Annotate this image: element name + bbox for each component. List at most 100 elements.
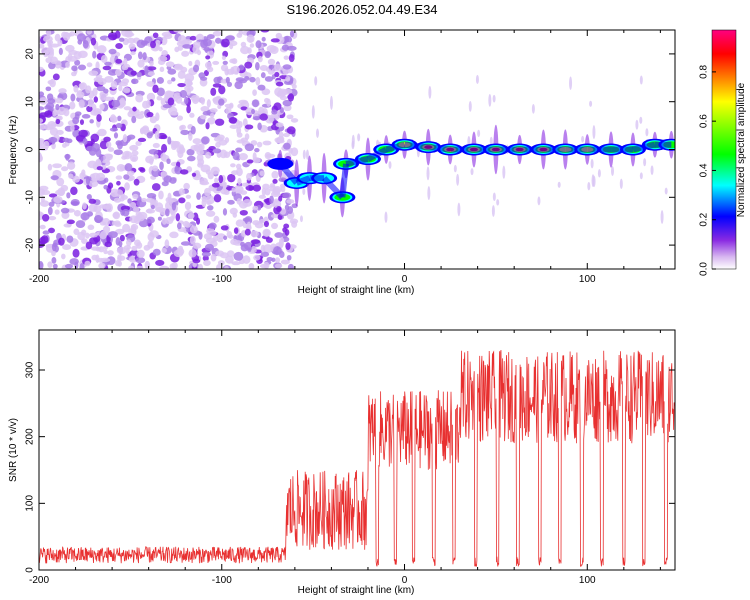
heatmap-noise-cell: [132, 193, 139, 200]
heatmap-noise-cell: [259, 113, 268, 121]
heatmap-noise-cell: [240, 46, 250, 55]
colorbar-label: Normalized spectral amplitude: [736, 82, 747, 217]
heatmap-noise-cell: [291, 220, 298, 228]
heatmap-noise-cell: [283, 104, 292, 112]
heatmap-faint-cell: [426, 166, 430, 181]
heatmap-noise-cell: [52, 110, 57, 117]
y-tick-label: 0: [25, 146, 36, 152]
heatmap-noise-cell: [264, 204, 272, 210]
heatmap-noise-cell: [146, 132, 153, 139]
heatmap-noise-cell: [179, 169, 189, 175]
heatmap-noise-cell: [107, 147, 115, 152]
heatmap-noise-cell: [209, 112, 215, 118]
heatmap-noise-cell: [187, 155, 196, 162]
heatmap-noise-cell: [92, 50, 97, 59]
heatmap-noise-cell: [214, 118, 225, 126]
heatmap-noise-cell: [206, 200, 212, 206]
heatmap-noise-cell: [286, 114, 294, 120]
heatmap-noise-cell: [206, 34, 215, 40]
heatmap-noise-cell: [173, 30, 184, 33]
heatmap-ridge-band: [295, 175, 311, 186]
snr-frame: [38, 329, 676, 571]
heatmap-noise-cell: [112, 211, 121, 220]
heatmap-noise-cell: [145, 155, 155, 164]
heatmap-noise-cell: [264, 97, 270, 104]
heatmap-noise-cell: [286, 45, 297, 51]
heatmap-noise-cell: [231, 261, 241, 266]
heatmap-noise-cell: [95, 172, 106, 181]
x-tick-label: -100: [212, 575, 232, 586]
heatmap-noise-cell: [229, 124, 239, 129]
heatmap-noise-cell: [58, 88, 67, 94]
heatmap-faint-cell: [351, 140, 355, 150]
heatmap-noise-cell: [71, 65, 78, 72]
heatmap-noise-cell: [205, 210, 216, 217]
heatmap-noise-cell: [88, 232, 98, 238]
heatmap-noise-cell: [102, 217, 111, 226]
heatmap-noise-cell: [246, 221, 252, 230]
heatmap-noise-cell: [109, 55, 115, 65]
heatmap-noise-cell: [171, 77, 176, 82]
heatmap-noise-cell: [282, 64, 292, 70]
heatmap-noise-cell: [69, 101, 76, 110]
colorbar-tick-label: 0.2: [699, 212, 710, 226]
heatmap-noise-cell: [85, 85, 92, 94]
heatmap-noise-cell: [160, 98, 166, 106]
heatmap-noise-cell: [202, 111, 211, 116]
heatmap-noise-cell: [283, 132, 290, 138]
heatmap-noise-cell: [90, 110, 101, 116]
heatmap-noise-cell: [186, 105, 191, 114]
heatmap-noise-cell: [129, 201, 137, 209]
heatmap-noise-cell: [49, 78, 56, 88]
heatmap-noise-cell: [108, 231, 118, 239]
heatmap-noise-cell: [146, 99, 151, 108]
heatmap-noise-cell: [89, 119, 94, 124]
heatmap-faint-cell: [384, 211, 388, 223]
snr-ylabel: SNR (10 * v/v): [8, 418, 19, 482]
heatmap-noise-cell: [95, 77, 104, 83]
heatmap-noise-cell: [65, 153, 70, 161]
heatmap-noise-cell: [291, 84, 297, 89]
heatmap-noise-cell: [171, 143, 177, 151]
heatmap-faint-cell: [611, 166, 615, 176]
heatmap-noise-cell: [46, 30, 52, 37]
colorbar-tick-label: 0.6: [699, 114, 710, 128]
heatmap-noise-cell: [259, 219, 266, 224]
heatmap-noise-cell: [79, 119, 85, 126]
heatmap-noise-cell: [39, 106, 45, 111]
colorbar-gradient: [712, 30, 736, 269]
heatmap-noise-cell: [246, 172, 252, 181]
heatmap-noise-cell: [287, 263, 294, 269]
heatmap-noise-cell: [286, 199, 295, 204]
heatmap-noise-cell: [242, 255, 251, 264]
heatmap-ridge-band: [277, 161, 299, 185]
x-tick-label: 0: [402, 274, 408, 285]
heatmap-noise-cell: [201, 136, 210, 145]
heatmap-noise-cell: [186, 87, 191, 96]
heatmap-noise-cell: [93, 96, 99, 103]
heatmap-noise-cell: [282, 192, 292, 199]
heatmap-noise-cell: [233, 227, 239, 234]
heatmap-noise-cell: [219, 149, 228, 159]
heatmap-noise-cell: [214, 37, 222, 44]
heatmap-faint-cell: [492, 192, 496, 202]
heatmap-noise-cell: [152, 84, 159, 94]
heatmap-noise-cell: [272, 187, 281, 196]
heatmap-noise-cell: [139, 126, 150, 134]
heatmap-noise-cell: [274, 232, 284, 238]
heatmap-noise-cell: [242, 217, 251, 222]
heatmap-noise-cell: [231, 58, 238, 65]
heatmap-noise-cell: [64, 263, 74, 269]
colorbar-ticks: 0.0 0.2 0.4 0.6 0.8: [699, 64, 716, 276]
heatmap-noise-cell: [238, 99, 249, 105]
heatmap-noise-cell: [69, 31, 75, 37]
heatmap-noise-cell: [118, 37, 125, 42]
heatmap-noise-cell: [274, 87, 283, 97]
heatmap-noise-cell: [240, 106, 248, 111]
heatmap-noise-cell: [39, 97, 48, 105]
heatmap-noise-cell: [167, 192, 172, 202]
heatmap-noise-cell: [218, 85, 226, 95]
heatmap-noise-cell: [164, 239, 170, 249]
heatmap-noise-cell: [51, 242, 57, 252]
heatmap-noise-cell: [123, 106, 132, 111]
